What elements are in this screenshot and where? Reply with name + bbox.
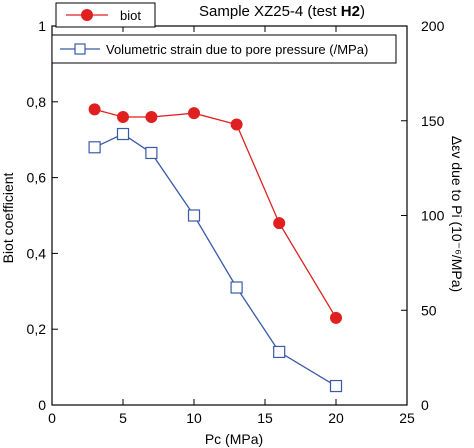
data-point-strain bbox=[329, 379, 343, 393]
data-point-strain bbox=[88, 141, 101, 154]
y-left-tick-label: 0,8 bbox=[27, 94, 47, 110]
y-right-tick-label: 50 bbox=[421, 302, 437, 318]
data-point-strain bbox=[230, 281, 243, 294]
data-point-biot bbox=[88, 103, 101, 116]
series-line-1 bbox=[94, 133, 337, 387]
legend-strain: Volumetric strain due to pore pressure (… bbox=[51, 34, 397, 64]
x-tick-label: 5 bbox=[119, 410, 127, 426]
chart-title: Sample XZ25-4 (test H2) bbox=[199, 3, 365, 20]
y-right-tick-label: 100 bbox=[421, 208, 445, 224]
legend-biot: biot bbox=[55, 2, 156, 28]
y-right-tick-label: 200 bbox=[421, 18, 445, 34]
data-point-strain bbox=[116, 127, 130, 141]
y-left-tick-label: 0,6 bbox=[27, 170, 47, 186]
x-tick-label: 10 bbox=[186, 410, 202, 426]
y-right-tick-label: 150 bbox=[421, 113, 445, 129]
y-right-axis-title: Δεv due to Pi (10⁻⁶/MPa) bbox=[449, 136, 465, 292]
legend-strain-label: Volumetric strain due to pore pressure (… bbox=[106, 42, 368, 57]
legend-strain-marker bbox=[74, 43, 86, 55]
legend-strain-box bbox=[51, 34, 397, 64]
x-tick-label: 25 bbox=[399, 410, 415, 426]
data-point-strain bbox=[187, 209, 201, 222]
series-line-0 bbox=[94, 108, 337, 319]
data-point-strain bbox=[145, 146, 158, 160]
data-point-biot bbox=[230, 118, 243, 131]
y-right-tick-label: 0 bbox=[421, 397, 429, 413]
data-point-biot bbox=[273, 217, 286, 230]
legend-biot-marker bbox=[81, 9, 93, 21]
data-point-biot bbox=[330, 311, 342, 324]
x-tick-label: 20 bbox=[328, 410, 344, 426]
axes bbox=[51, 25, 408, 406]
y-left-axis-title: Biot coefficient bbox=[0, 172, 16, 263]
y-left-tick-label: 0,2 bbox=[27, 321, 47, 337]
x-tick-label: 15 bbox=[257, 410, 273, 426]
plot-frame bbox=[51, 25, 408, 406]
data-point-biot bbox=[188, 107, 200, 120]
legend-biot-label: biot bbox=[120, 8, 141, 23]
data-point-biot bbox=[117, 110, 129, 123]
y-left-tick-label: 1 bbox=[38, 18, 46, 34]
series bbox=[88, 103, 343, 393]
y-left-tick-label: 0,4 bbox=[27, 245, 47, 261]
data-point-strain bbox=[273, 345, 286, 359]
data-point-biot bbox=[145, 110, 158, 123]
y-left-tick-label: 0 bbox=[38, 397, 46, 413]
x-tick-label: 0 bbox=[48, 410, 56, 426]
x-axis-title: Pc (MPa) bbox=[205, 431, 263, 447]
